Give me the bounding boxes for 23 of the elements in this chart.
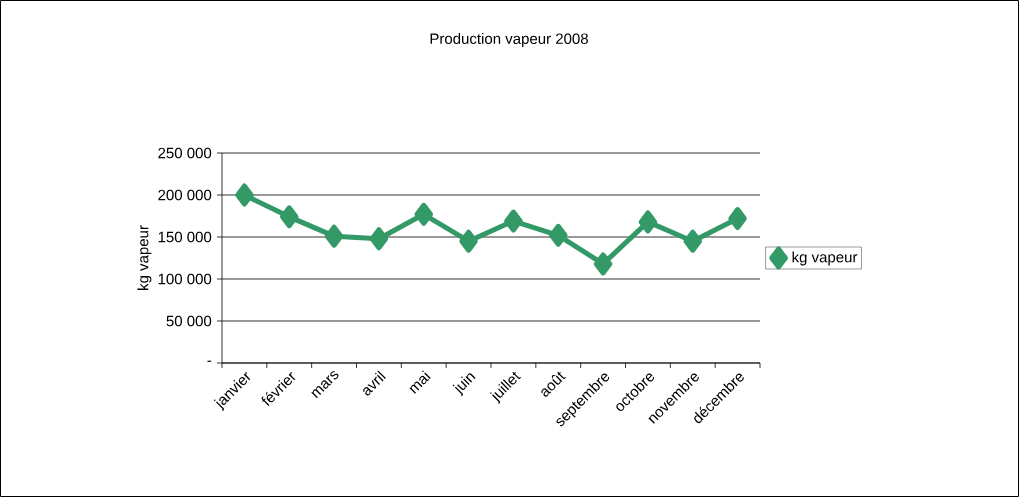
y-tick-label: 250 000 bbox=[158, 147, 212, 159]
point bbox=[728, 207, 747, 231]
point bbox=[683, 229, 703, 253]
point bbox=[324, 224, 344, 248]
chart-title: Production vapeur 2008 bbox=[430, 33, 588, 47]
point bbox=[280, 205, 299, 229]
y-axis-title: kg vapeur bbox=[137, 225, 152, 290]
y-tick-label: 50 000 bbox=[166, 315, 212, 327]
y-tick-label: 200 000 bbox=[158, 189, 212, 201]
point bbox=[235, 183, 254, 207]
point bbox=[504, 209, 523, 233]
point bbox=[638, 210, 658, 234]
point bbox=[459, 229, 478, 253]
y-tick-label: - bbox=[207, 360, 212, 362]
point bbox=[593, 252, 613, 276]
y-tick-label: 150 000 bbox=[158, 231, 212, 243]
x-tick-label: mai bbox=[409, 370, 431, 394]
legend-label: kg vapeur bbox=[792, 251, 858, 266]
y-tick-label: 100 000 bbox=[158, 273, 212, 285]
point bbox=[369, 227, 389, 251]
point bbox=[414, 202, 433, 226]
point bbox=[549, 223, 568, 247]
x-tick-label: juin bbox=[452, 373, 476, 397]
